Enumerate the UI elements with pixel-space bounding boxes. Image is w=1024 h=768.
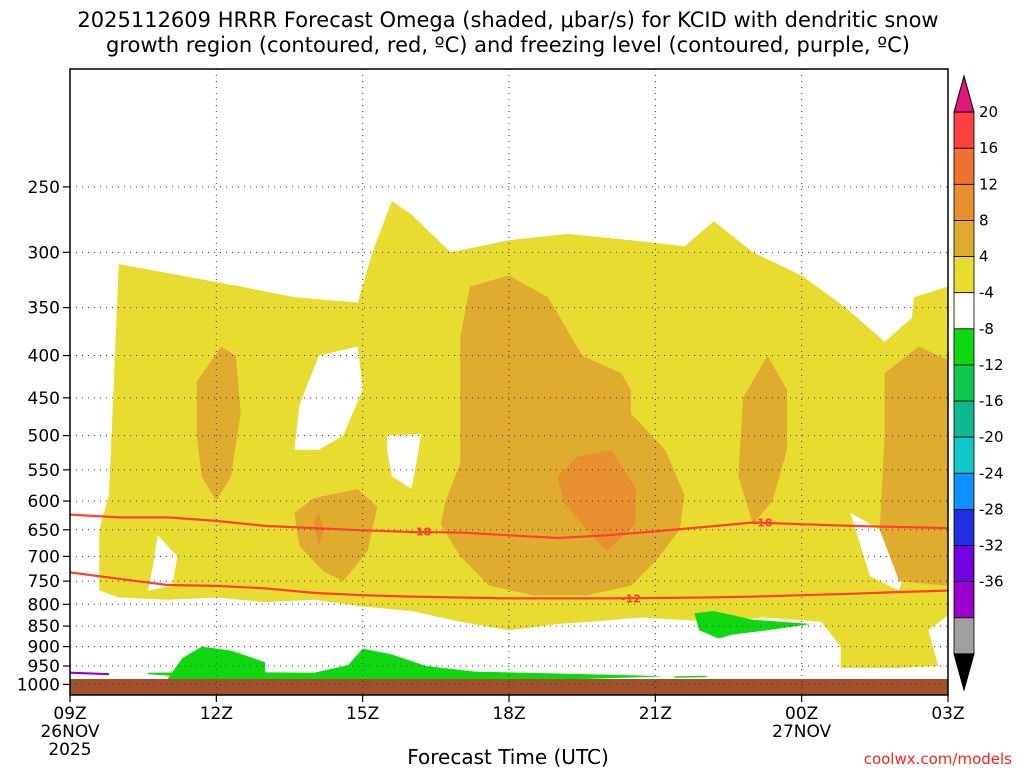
colorbar-label-12: 12 [979,175,998,193]
chart-title-line-1: 2025112609 HRRR Forecast Omega (shaded, … [77,8,938,32]
y-axis: 2503003504004505005506006507007508008509… [17,178,70,695]
plot-area: -18 -18 -12 250 300 350 400 450 500 550 600 650 700 7… [17,68,965,760]
shaded-omega [99,201,948,681]
colorbar-label--8: -8 [979,320,994,338]
y-tick-450: 450 [28,389,60,409]
colorbar-box-6 [953,436,975,474]
colorbar-box-12 [953,220,975,257]
omega-white-hole-2 [387,434,422,489]
y-tick-300: 300 [28,243,60,263]
x-tick-09Z: 09Z [53,704,86,724]
freezing-level [70,671,110,676]
y-tick-1000: 1000 [17,675,60,695]
omega-neg-green-2 [148,648,666,681]
colorbar-label--20: -20 [979,428,1004,446]
omega-neg-green-4 [674,675,709,678]
omega-white-hole-4 [850,512,909,591]
grid [70,69,948,695]
y-tick-400: 400 [28,347,60,367]
omega-8-to-12-far-east [879,346,948,586]
x-tick-21Z: 21Z [639,704,672,724]
x-tick-year-09Z: 2025 [48,740,91,760]
omega-8-to-12-east [738,355,787,525]
colorbar-label--28: -28 [979,500,1004,518]
colorbar-box-2 [953,581,975,619]
contour-lines: -18 -18 -12 [70,513,948,676]
x-axis-label: Forecast Time (UTC) [407,745,609,768]
colorbar-box-14 [953,147,975,185]
colorbar-label-8: 8 [979,211,989,229]
colorbar-label--36: -36 [979,573,1004,591]
colorbar-arrow-bottom [953,653,975,692]
x-tick-date-00Z: 27NOV [772,722,831,742]
y-tick-900: 900 [28,638,60,658]
x-tick-00Z: 00Z [785,704,818,724]
y-tick-750: 750 [28,572,60,592]
y-tick-500: 500 [28,427,60,447]
dgz-minus-12 [70,571,948,600]
omega-white-hole-3 [148,535,178,591]
chart-title-line-2: growth region (contoured, red, ºC) and f… [106,33,910,57]
omega-8-to-12-mid [294,488,378,582]
source-credit: coolwx.com/models [864,750,1012,768]
dgz-minus-18-label-1: -18 [411,525,431,538]
colorbar-box-15 [953,111,975,149]
omega-neg-green-3 [694,611,812,639]
y-tick-850: 850 [28,617,60,637]
dgz-minus-18 [70,513,948,540]
ground-surface [70,678,948,695]
omega-12-to-16-core [557,449,636,552]
colorbar-box-13 [953,183,975,221]
colorbar-box-7 [953,400,975,438]
y-tick-600: 600 [28,492,60,512]
colorbar-label-16: 16 [979,139,998,157]
y-tick-250: 250 [28,178,60,198]
colorbar-label-4: 4 [979,248,989,266]
y-tick-350: 350 [28,299,60,319]
y-tick-800: 800 [28,595,60,615]
x-tick-date-09Z: 26NOV [40,722,99,742]
y-tick-950: 950 [28,657,60,677]
omega-8-to-12-west [196,346,241,502]
y-tick-550: 550 [28,461,60,481]
x-tick-18Z: 18Z [492,704,525,724]
colorbar-box-11 [953,256,975,294]
colorbar-box-9 [953,328,975,366]
colorbar-box-1 [953,617,975,655]
colorbar-label--4: -4 [979,284,994,302]
colorbar-label--24: -24 [979,464,1004,482]
dgz-minus-12-label-1: -12 [621,592,641,605]
colorbar-box-3 [953,545,975,583]
colorbar-label--32: -32 [979,537,1004,555]
colorbar-box-8 [953,364,975,402]
colorbar-box-4 [953,509,975,546]
x-tick-03Z: 03Z [931,704,964,724]
colorbar-label--16: -16 [979,392,1004,410]
dgz-minus-18-label-2: -18 [753,517,773,530]
colorbar-box-10 [953,292,975,330]
x-tick-15Z: 15Z [346,704,379,724]
x-tick-12Z: 12Z [200,704,233,724]
y-tick-650: 650 [28,521,60,541]
colorbar-label--12: -12 [979,356,1004,374]
y-tick-700: 700 [28,547,60,567]
colorbar-label-20: 20 [979,103,998,121]
colorbar-arrow-top [953,74,975,113]
colorbar-box-5 [953,472,975,510]
colorbar: 20 16 12 8 4 -4 -8 -12 -16 -20 -24 -28 -32 -36 [953,74,1004,692]
